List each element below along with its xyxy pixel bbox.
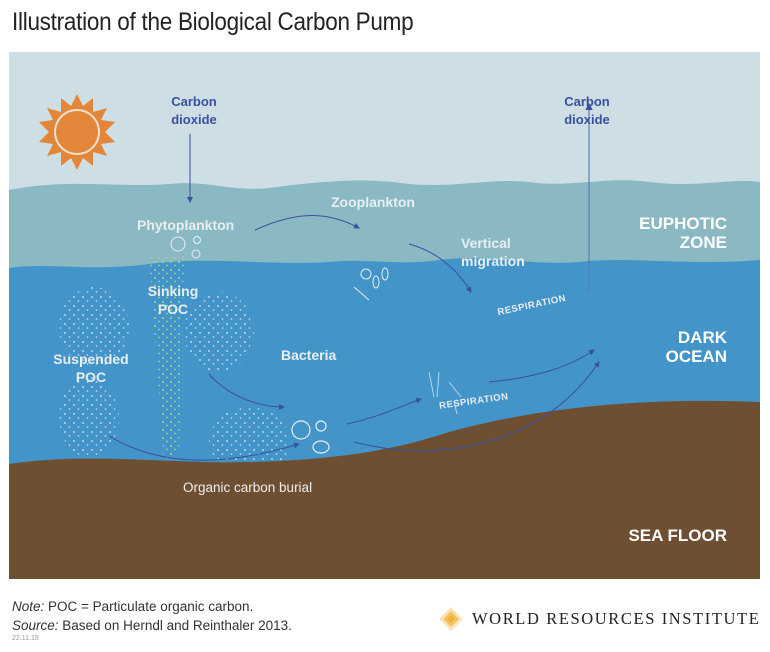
phytoplankton-label: Phytoplankton xyxy=(137,217,235,233)
suspended-poc-label: Suspended POC xyxy=(53,351,129,385)
wri-logo-icon xyxy=(439,607,463,631)
bacteria-icon xyxy=(291,420,330,454)
sea-floor-region xyxy=(9,400,760,579)
footnote: Note: POC = Particulate organic carbon. … xyxy=(12,599,292,633)
sinking-poc-label: Sinking POC xyxy=(147,283,199,317)
carbon-pump-diagram: Carbon dioxide Carbon dioxide Phytoplank… xyxy=(9,52,760,579)
page-title: Illustration of the Biological Carbon Pu… xyxy=(12,8,414,36)
co2-output-label: Carbon dioxide xyxy=(564,94,610,127)
co2-input-label: Carbon dioxide xyxy=(171,94,217,127)
phytoplankton-icon xyxy=(170,236,201,259)
org-name: WORLD RESOURCES INSTITUTE xyxy=(472,609,761,628)
date-stamp: 22.11.15 xyxy=(12,635,39,642)
bacteria-label: Bacteria xyxy=(281,347,337,363)
vertical-migration-label: Vertical migration xyxy=(461,235,525,269)
sun-icon xyxy=(39,94,115,170)
zooplankton-label: Zooplankton xyxy=(331,194,415,210)
dark-ocean-label: DARK OCEAN xyxy=(665,328,727,366)
migrating-zooplankton-icon xyxy=(428,371,462,415)
wri-logo: WORLD RESOURCES INSTITUTE xyxy=(438,606,760,632)
sea-floor-label: SEA FLOOR xyxy=(628,526,727,545)
organic-burial-label: Organic carbon burial xyxy=(183,480,313,495)
diagram-background xyxy=(9,52,760,579)
euphotic-zone-label: EUPHOTIC ZONE xyxy=(639,214,727,252)
zooplankton-icon xyxy=(353,267,389,301)
